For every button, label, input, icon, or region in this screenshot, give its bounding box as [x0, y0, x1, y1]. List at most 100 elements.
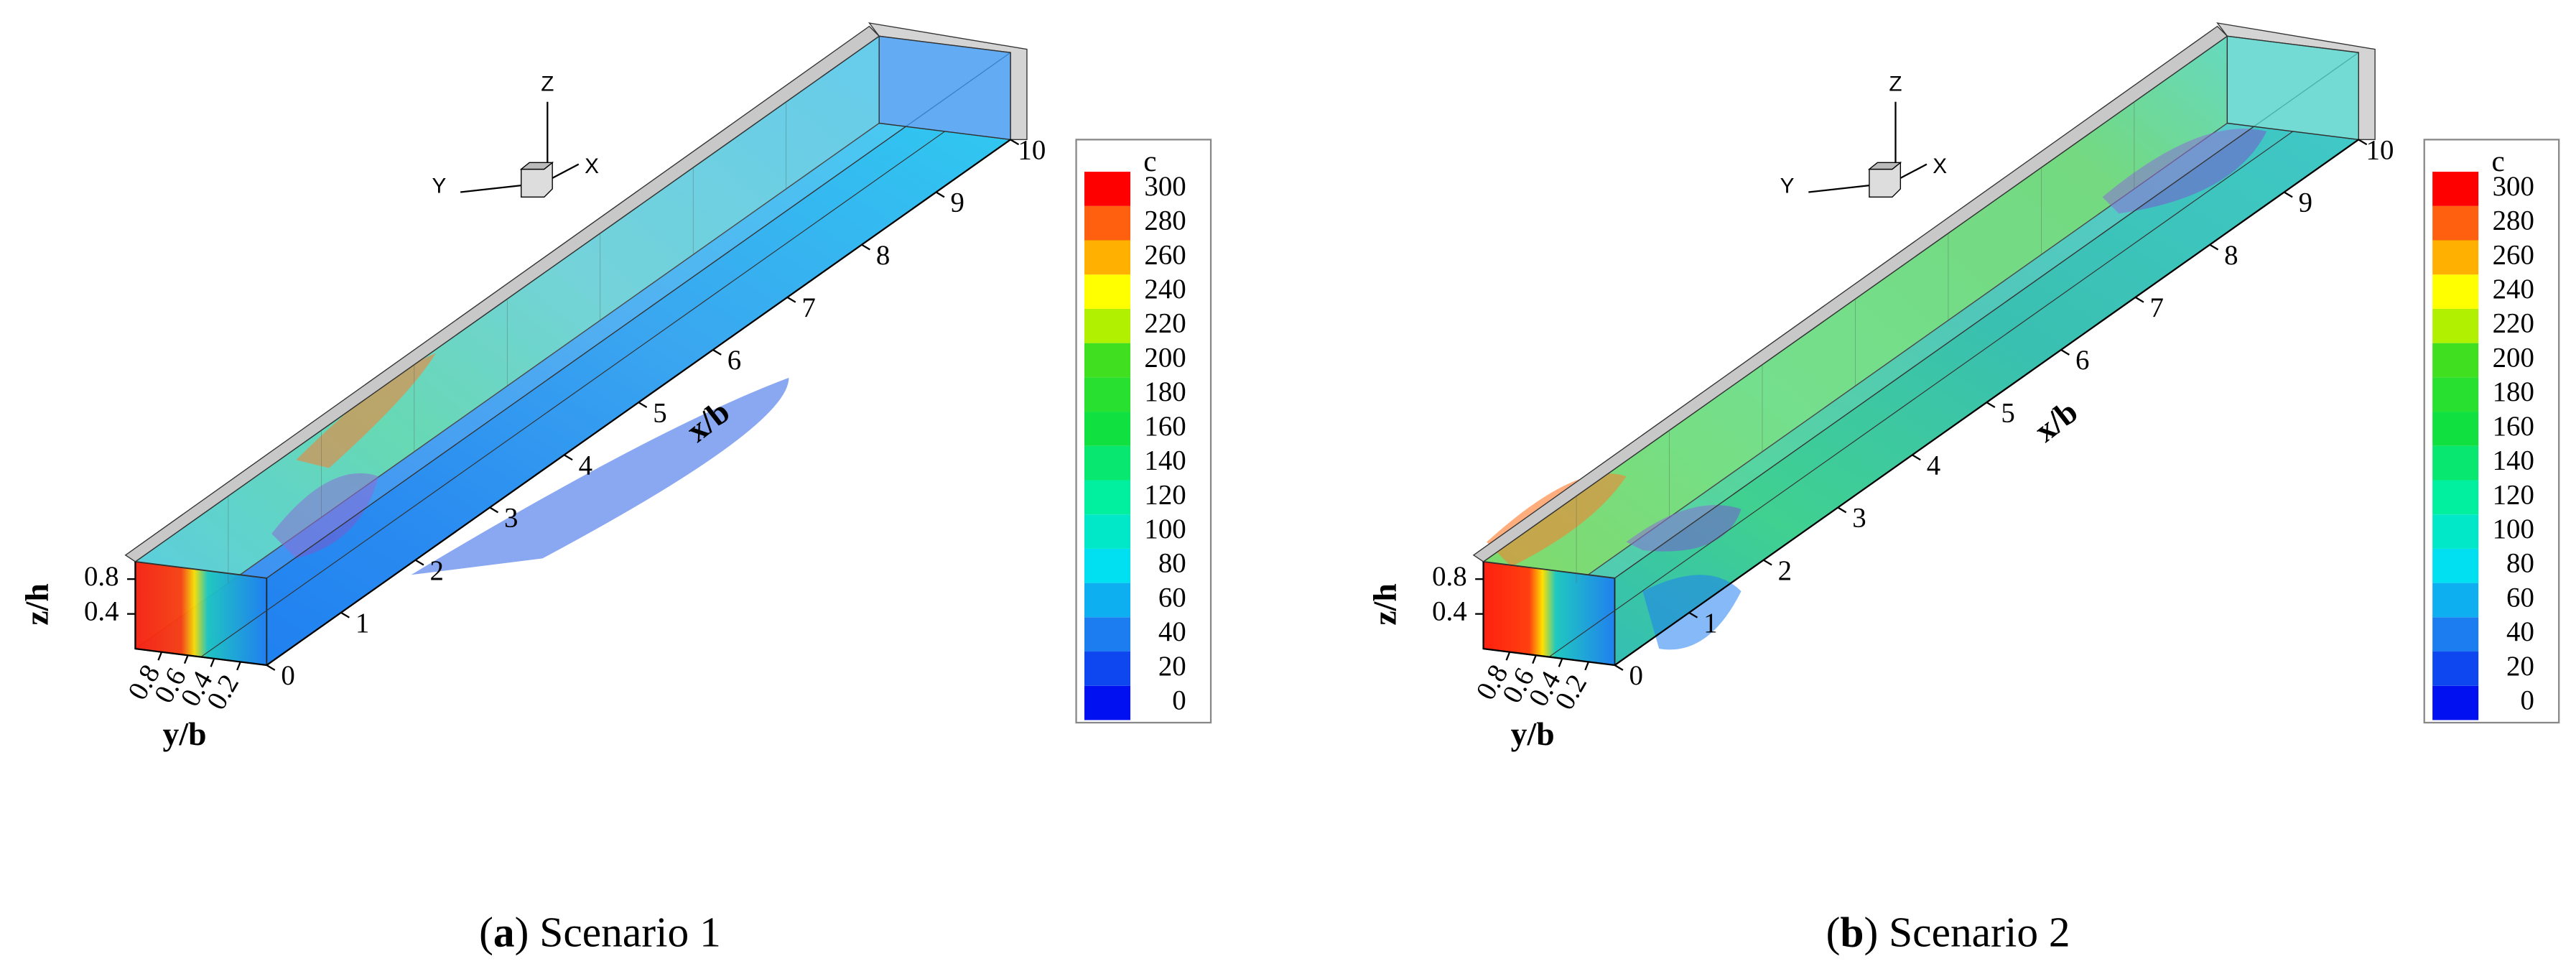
colorbar-tick-label: 100: [1144, 514, 1186, 544]
colorbar-tick-label: 240: [2493, 274, 2534, 305]
colorbar-band: [2432, 652, 2479, 686]
end-face: [2226, 35, 2359, 141]
colorbar-band: [2432, 445, 2479, 481]
colorbar-band: [1084, 480, 1131, 515]
colorbar-tick-label: 60: [2506, 582, 2534, 613]
y-axis-label: y/b: [163, 715, 207, 752]
x-tick-label: 9: [951, 187, 964, 218]
x-tick: [1986, 402, 1996, 409]
x-tick: [2060, 349, 2070, 356]
colorbar-band: [2432, 172, 2479, 206]
x-tick-label: 10: [1018, 135, 1046, 166]
colorbar-band: [2432, 548, 2479, 583]
caption-part: a: [493, 908, 515, 955]
triad-label: Z: [1889, 73, 1902, 96]
colorbar-band: [1084, 240, 1131, 275]
colorbar-band: [1084, 308, 1131, 343]
colorbar-band: [1084, 343, 1131, 378]
colorbar-tick-label: 0: [1172, 685, 1186, 716]
panel: 012345678910x/b0.20.40.60.8y/b0.40.8z/hX…: [1366, 22, 2560, 955]
x-tick: [935, 191, 945, 198]
y-tick: [1532, 654, 1537, 664]
colorbar-tick-label: 220: [2493, 308, 2534, 339]
x-tick: [2209, 244, 2219, 251]
colorbar-tick-label: 20: [2506, 651, 2534, 682]
colorbar-title: c: [1143, 144, 1156, 177]
x-tick-label: 10: [2366, 135, 2394, 166]
x-tick-label: 9: [2299, 187, 2312, 218]
colorbar-tick-label: 0: [2520, 685, 2534, 716]
x-tick-label: 2: [1778, 555, 1792, 586]
colorbar-tick-label: 180: [1144, 376, 1186, 407]
colorbar-tick-label: 160: [1144, 411, 1186, 442]
colorbar-band: [2432, 343, 2479, 378]
colorbar-tick-label: 20: [1158, 651, 1186, 682]
colorbar-tick-label: 60: [1158, 582, 1186, 613]
x-tick-label: 0: [281, 660, 294, 691]
contour-region: [1487, 473, 1627, 567]
colorbar-tick-label: 100: [2493, 514, 2534, 544]
z-axis-label: z/h: [1366, 583, 1403, 625]
x-tick: [2284, 191, 2293, 198]
colorbar-tick-label: 200: [1144, 342, 1186, 373]
center-line: [200, 131, 945, 658]
center-line: [1548, 131, 2294, 658]
z-tick-label: 0.8: [84, 561, 119, 592]
caption-part: (: [1826, 908, 1841, 955]
x-tick: [266, 664, 276, 671]
y-axis: [135, 648, 267, 667]
triad-cube-top: [1867, 162, 1902, 170]
colorbar-band: [1084, 274, 1131, 309]
contour-region: [271, 473, 378, 559]
colorbar-band: [1084, 205, 1131, 241]
contour-region: [1626, 505, 1742, 552]
y-tick: [1584, 662, 1589, 671]
colorbar-tick-label: 140: [1144, 445, 1186, 476]
y-tick: [1558, 658, 1563, 667]
colorbar-band: [2432, 240, 2479, 275]
colorbar-tick-label: 120: [2493, 479, 2534, 510]
y-axis-label: y/b: [1511, 715, 1555, 752]
colorbar-band: [2432, 377, 2479, 412]
x-tick-label: 0: [1629, 660, 1643, 691]
x-tick-label: 4: [579, 450, 592, 481]
colorbar-band: [2432, 617, 2479, 652]
x-tick: [489, 506, 499, 514]
y-axis: [1483, 648, 1615, 667]
colorbar-tick-label: 160: [2493, 411, 2534, 442]
colorbar-band: [2432, 412, 2479, 446]
colorbar-band: [1084, 445, 1131, 481]
end-face: [878, 35, 1011, 141]
x-tick: [1614, 664, 1624, 671]
x-tick-label: 8: [2224, 240, 2238, 271]
colorbar-band: [1084, 412, 1131, 446]
colorbar-tick-label: 300: [1144, 171, 1186, 202]
triad-cube-top: [519, 162, 554, 170]
x-tick: [340, 611, 350, 618]
colorbar-band: [1084, 583, 1131, 618]
triad-label: X: [1933, 154, 1947, 178]
x-tick-label: 5: [653, 397, 666, 428]
z-tick-label: 0.4: [1432, 596, 1467, 627]
x-tick-label: 4: [1927, 450, 1940, 481]
x-tick-label: 3: [1852, 503, 1866, 534]
colorbar-tick-label: 280: [2493, 205, 2534, 236]
colorbar-tick-label: 120: [1144, 479, 1186, 510]
colorbar-band: [2432, 205, 2479, 241]
z-tick-label: 0.8: [1432, 561, 1467, 592]
x-tick: [861, 244, 870, 251]
x-tick-label: 8: [876, 240, 890, 271]
triad-label: Y: [1780, 174, 1795, 198]
caption: (a) Scenario 1: [479, 908, 721, 955]
colorbar-tick-label: 260: [1144, 239, 1186, 270]
x-tick: [786, 296, 796, 303]
caption-part: b: [1840, 908, 1864, 955]
z-axis-label: z/h: [18, 583, 55, 625]
colorbar-band: [1084, 377, 1131, 412]
colorbar-band: [2432, 583, 2479, 618]
x-tick-label: 7: [801, 292, 815, 323]
colorbar-band: [1084, 548, 1131, 583]
x-tick: [564, 454, 573, 461]
x-tick-label: 7: [2150, 292, 2164, 323]
